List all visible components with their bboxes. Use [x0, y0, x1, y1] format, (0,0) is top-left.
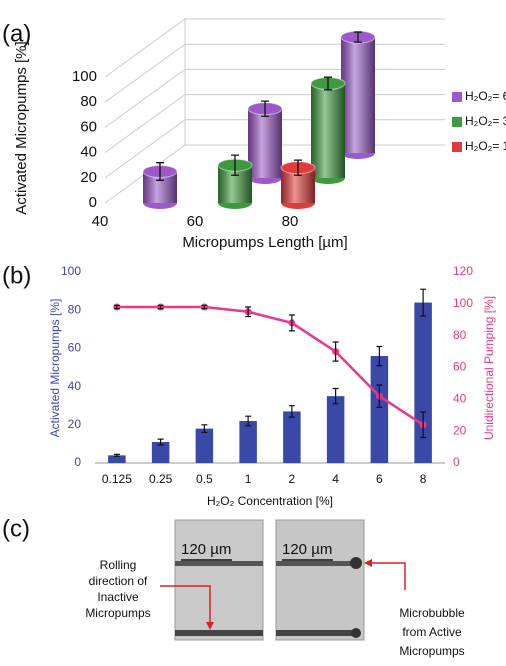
- y-tick-label: 60: [68, 341, 82, 355]
- x-axis-title: H₂O₂ Concentration [%]: [207, 494, 333, 508]
- error-bar: [201, 304, 208, 310]
- y-tick-label: 80: [80, 93, 97, 110]
- arrow-head: [364, 559, 372, 567]
- error-bar: [376, 345, 383, 367]
- x-tick-label: 0.125: [102, 472, 132, 486]
- bar-shade: [248, 108, 282, 178]
- annotation: Rolling direction of Inactive Micropumps: [85, 558, 150, 620]
- bar-shade: [341, 37, 375, 153]
- error-bar: [332, 341, 339, 362]
- y-tick-label: 100: [61, 264, 81, 278]
- error-bar: [157, 438, 164, 446]
- arrow: [160, 585, 211, 628]
- annotation-line: Micropumps: [399, 644, 464, 658]
- legend-swatch: [452, 117, 462, 127]
- x-tick-label: 2: [289, 472, 296, 486]
- annotation-line: from Active: [402, 625, 462, 639]
- x-tick-label: 80: [282, 213, 299, 230]
- y2-axis-title: Unidirectional Pumping [%]: [482, 296, 496, 440]
- bar: [108, 455, 126, 463]
- error-bar: [420, 288, 427, 317]
- bar: [283, 411, 301, 463]
- micrograph-left: [174, 519, 264, 641]
- annotation-line: Inactive: [97, 590, 139, 604]
- micrograph-right: [275, 519, 365, 641]
- error-bar: [245, 415, 252, 427]
- annotation-line: direction of: [89, 574, 148, 588]
- legend-label: H₂O₂= 3%: [465, 114, 506, 128]
- y-tick-label: 0: [89, 194, 97, 211]
- annotation: Microbubble from Active Micropumps: [399, 606, 465, 658]
- legend-swatch: [452, 142, 462, 152]
- error-bar: [376, 384, 383, 408]
- error-bar: [245, 306, 252, 318]
- y-tick-label: 80: [68, 302, 82, 316]
- bar: [370, 356, 389, 463]
- bar: [151, 441, 170, 463]
- y-tick-label: 20: [80, 169, 97, 186]
- annotation-line: Microbubble: [399, 606, 465, 620]
- error-bar: [113, 304, 120, 310]
- y2-tick-label: 0: [453, 455, 460, 469]
- legend-label: H₂O₂= 1%: [465, 139, 506, 153]
- annotation-line: Micropumps: [85, 606, 150, 620]
- x-axis-title: Micropumps Length [µm]: [182, 234, 347, 251]
- y-axis-title: Activated Micropumps [%]: [13, 41, 30, 214]
- y-tick-label: 40: [68, 379, 82, 393]
- bar: [239, 420, 257, 463]
- y2-tick-label: 60: [453, 360, 467, 374]
- bar: [326, 396, 345, 463]
- x-tick-label: 0.5: [196, 472, 213, 486]
- error-bar: [113, 453, 120, 457]
- y2-tick-label: 100: [453, 296, 473, 310]
- bar: [195, 428, 214, 463]
- legend-label: H₂O₂= 6%: [465, 89, 506, 103]
- x-tick-label: 1: [245, 472, 252, 486]
- arrow-head: [206, 622, 214, 630]
- error-bar: [288, 405, 295, 418]
- y2-tick-label: 80: [453, 328, 467, 342]
- error-bar: [294, 159, 302, 176]
- error-bar: [157, 304, 164, 310]
- y-tick-label: 40: [80, 144, 97, 161]
- error-bar: [201, 424, 208, 434]
- x-tick-label: 60: [187, 213, 204, 230]
- y-axis-title: Activated Micropumps [%]: [48, 299, 62, 438]
- annotation-line: Rolling: [100, 558, 137, 572]
- x-tick-label: 40: [92, 213, 109, 230]
- x-tick-label: 6: [376, 472, 383, 486]
- error-bar: [231, 154, 239, 176]
- scale-label: 120 µm: [181, 541, 231, 558]
- panel-label: (a): [2, 20, 31, 47]
- error-bar: [156, 162, 164, 181]
- arrow: [372, 562, 406, 590]
- error-bar: [324, 76, 332, 91]
- error-bar: [332, 387, 339, 405]
- bar: [414, 302, 432, 463]
- grid-line: [104, 18, 445, 78]
- error-bar: [261, 100, 269, 117]
- y2-tick-label: 40: [453, 392, 467, 406]
- error-bar: [288, 314, 295, 332]
- panel-label: (c): [2, 515, 30, 542]
- panel-label: (b): [2, 262, 31, 289]
- grid-line: [104, 43, 445, 103]
- y2-tick-label: 120: [453, 264, 473, 278]
- x-tick-label: 8: [420, 472, 427, 486]
- line: [116, 305, 424, 426]
- y-tick-label: 20: [68, 417, 82, 431]
- x-tick-label: 4: [332, 472, 339, 486]
- scale-label: 120 µm: [282, 541, 332, 558]
- y-tick-label: 60: [80, 118, 97, 135]
- legend-swatch: [452, 92, 462, 102]
- y-tick-label: 0: [74, 455, 81, 469]
- error-bar: [420, 411, 427, 439]
- error-bar: [354, 31, 362, 43]
- x-tick-label: 0.25: [149, 472, 173, 486]
- bar-shade: [311, 83, 345, 178]
- y2-tick-label: 20: [453, 423, 467, 437]
- y-tick-label: 100: [72, 68, 97, 85]
